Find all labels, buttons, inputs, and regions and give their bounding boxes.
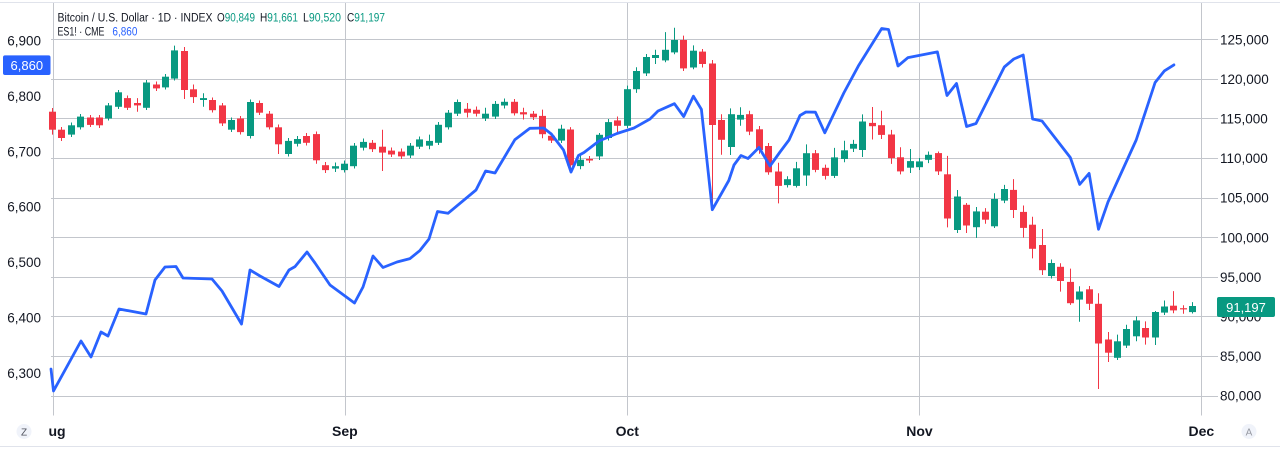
svg-text:6,300: 6,300 [7,366,41,381]
svg-text:80,000: 80,000 [1220,389,1261,404]
svg-text:Dec: Dec [1188,423,1214,439]
svg-text:115,000: 115,000 [1220,112,1268,127]
svg-text:Nov: Nov [906,423,933,439]
svg-text:6,860: 6,860 [11,58,44,73]
svg-text:6,700: 6,700 [7,144,41,159]
svg-text:6,900: 6,900 [7,34,41,49]
svg-text:120,000: 120,000 [1220,72,1269,87]
svg-text:C91,197: C91,197 [347,13,385,25]
svg-text:ES1! · CME: ES1! · CME [58,27,105,39]
svg-text:6,860: 6,860 [112,27,137,39]
svg-text:6,400: 6,400 [7,311,41,326]
svg-text:6,600: 6,600 [7,200,41,215]
svg-text:Z: Z [21,428,27,439]
svg-text:110,000: 110,000 [1220,151,1268,166]
svg-text:L90,520: L90,520 [303,13,341,25]
svg-text:A: A [1246,428,1253,439]
svg-text:Bitcoin / U.S. Dollar · 1D · I: Bitcoin / U.S. Dollar · 1D · INDEX [58,13,213,25]
svg-text:91,197: 91,197 [1226,300,1266,315]
svg-text:Oct: Oct [616,423,640,439]
svg-text:Sep: Sep [332,423,358,439]
svg-text:H91,661: H91,661 [260,13,298,25]
svg-text:95,000: 95,000 [1220,270,1261,285]
svg-text:O90,849: O90,849 [217,13,255,25]
svg-text:85,000: 85,000 [1220,349,1261,364]
svg-text:ug: ug [49,423,66,439]
svg-text:125,000: 125,000 [1220,32,1269,47]
svg-text:105,000: 105,000 [1220,191,1269,206]
svg-text:6,500: 6,500 [7,255,41,270]
svg-text:100,000: 100,000 [1220,230,1269,245]
svg-text:6,800: 6,800 [7,89,41,104]
